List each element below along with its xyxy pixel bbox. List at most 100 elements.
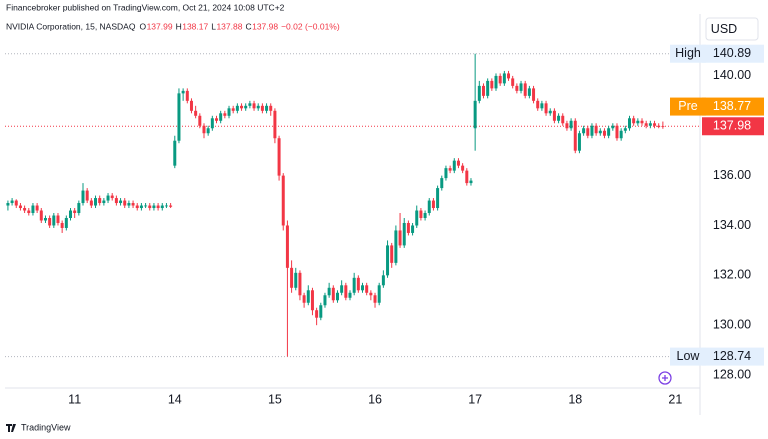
candle-body: [548, 110, 552, 114]
candle-body: [598, 130, 602, 134]
ohlc-value: 137.99: [147, 21, 173, 31]
x-tick-label: 11: [68, 392, 81, 406]
candle-body: [210, 118, 214, 129]
candle-body: [198, 115, 202, 126]
candle-body: [131, 203, 135, 206]
x-tick-label: 16: [368, 392, 382, 406]
candle-body: [331, 287, 335, 301]
candle-body: [490, 80, 494, 89]
candle-body: [619, 130, 623, 139]
ohlc-value: 138.17: [182, 21, 208, 31]
candle-body: [148, 205, 152, 209]
ohlc-value: −0.02 (−0.01%): [281, 21, 340, 31]
candle-body: [6, 203, 10, 206]
candle-body: [515, 85, 519, 91]
high-label-bg: [670, 44, 706, 63]
candle-body: [648, 123, 652, 126]
candle-body: [231, 108, 235, 111]
candle-body: [39, 210, 43, 221]
candle-body: [294, 272, 298, 288]
candle-body: [302, 295, 306, 303]
candle-body: [340, 285, 344, 293]
candle-body: [189, 100, 193, 111]
candle-body: [265, 105, 269, 111]
add-icon[interactable]: [658, 371, 672, 385]
candle-body: [206, 128, 210, 134]
currency[interactable]: USD: [711, 22, 737, 36]
candle-body: [144, 205, 148, 207]
candle-body: [43, 217, 47, 221]
candle-body: [310, 290, 314, 311]
candle-body: [119, 200, 123, 204]
candle-body: [64, 217, 68, 228]
candle-body: [661, 126, 665, 127]
candle-body: [611, 125, 615, 129]
candle-body: [523, 83, 527, 96]
candle-body: [10, 200, 14, 204]
candle-body: [361, 285, 365, 291]
low-label: Low: [677, 349, 701, 363]
ohlc-value: 137.88: [216, 21, 242, 31]
low-value: 128.74: [713, 349, 751, 363]
y-tick-label: 132.00: [713, 268, 751, 282]
candle-body: [94, 198, 98, 206]
candle-body: [110, 195, 114, 199]
ohlc-value: L: [211, 21, 216, 31]
candle-body: [369, 292, 373, 296]
currency-button[interactable]: [705, 17, 759, 41]
candle-body: [244, 105, 248, 109]
candle-body: [386, 245, 390, 276]
candle-body: [281, 175, 285, 226]
y-tick-label: 140.00: [713, 68, 751, 82]
candle-body: [536, 100, 540, 109]
candle-body: [456, 160, 460, 166]
candle-body: [481, 85, 485, 96]
candle-body: [89, 200, 93, 206]
candle-body: [465, 170, 469, 184]
candle-body: [623, 128, 627, 131]
candle-body: [306, 290, 310, 303]
candle-body: [452, 160, 456, 171]
candle-body: [494, 75, 498, 89]
candle-body: [544, 103, 548, 114]
candle-body: [402, 222, 406, 246]
candle-body: [348, 292, 352, 298]
candle-body: [632, 118, 636, 124]
pre-label: Pre: [678, 99, 698, 113]
add-icon-plus[interactable]: [662, 375, 668, 381]
high-label: High: [675, 46, 701, 60]
candle-body: [519, 83, 523, 91]
candle-body: [194, 110, 198, 116]
candle-body: [290, 267, 294, 288]
candle-body: [285, 225, 289, 268]
candle-body: [81, 190, 85, 204]
candle-body: [169, 205, 173, 207]
candle-body: [135, 205, 139, 209]
candle-body: [256, 105, 260, 109]
candle-body: [35, 205, 39, 211]
candle-body: [56, 215, 60, 223]
candle-body: [594, 125, 598, 134]
candle-body: [123, 200, 127, 206]
x-tick-label: 14: [168, 392, 182, 406]
low-label-bg: [670, 347, 706, 366]
candle-body: [127, 203, 131, 206]
candle-body: [277, 138, 281, 176]
high-value: 140.89: [713, 46, 751, 60]
candle-body: [98, 198, 102, 204]
high-value-bg: [702, 44, 764, 63]
candle-body: [102, 200, 106, 204]
candle-body: [653, 123, 657, 126]
candle-body: [448, 168, 452, 171]
candle-body: [164, 205, 168, 207]
candle-body: [590, 125, 594, 136]
ohlc-value: C: [245, 21, 251, 31]
low-value-bg: [702, 347, 764, 366]
candle-body: [185, 90, 189, 101]
candle-body: [419, 210, 423, 218]
candle-body: [565, 123, 569, 129]
ohlc-value: 137.98: [252, 21, 278, 31]
candle-body: [315, 310, 319, 318]
candle-body: [532, 88, 536, 101]
